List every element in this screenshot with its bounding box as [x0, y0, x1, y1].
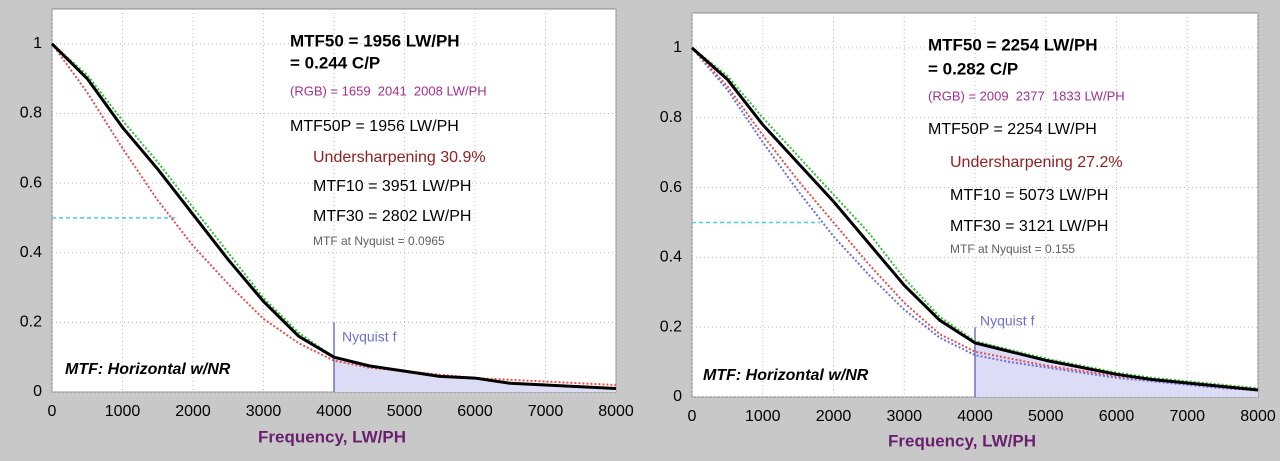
y-tick-label: 0.6: [20, 174, 42, 191]
y-tick-label: 0.8: [660, 109, 682, 126]
annotation: MTF10 = 3951 LW/PH: [313, 178, 471, 195]
x-tick-label: 0: [688, 408, 697, 425]
x-tick-label: 7000: [1169, 408, 1205, 425]
y-tick-label: 1: [673, 39, 682, 56]
x-tick-label: 8000: [1240, 408, 1276, 425]
annotation: = 0.282 C/P: [928, 59, 1018, 78]
x-tick-label: 4000: [316, 403, 352, 420]
x-tick-label: 3000: [886, 408, 922, 425]
x-tick-label: 0: [48, 403, 57, 420]
annotation: Undersharpening 27.2%: [950, 154, 1123, 171]
annotation: MTF10 = 5073 LW/PH: [950, 187, 1108, 204]
annotation: (RGB) = 1659 2041 2008 LW/PH: [290, 83, 487, 98]
corner-label: MTF: Horizontal w/NR: [703, 367, 869, 384]
x-tick-label: 6000: [457, 403, 493, 420]
annotation: MTF50 = 2254 LW/PH: [928, 35, 1098, 54]
x-tick-label: 1000: [105, 403, 141, 420]
x-tick-label: 1000: [745, 408, 781, 425]
annotation: MTF50P = 2254 LW/PH: [928, 121, 1097, 138]
annotation: Undersharpening 30.9%: [313, 149, 486, 166]
annotation: MTF at Nyquist = 0.155: [950, 242, 1075, 256]
x-axis-label: Frequency, LW/PH: [888, 431, 1036, 450]
nyquist-region: [334, 357, 616, 392]
mtf-curve: [691, 46, 1259, 392]
mtf-curve: [51, 43, 617, 387]
x-tick-label: 8000: [598, 403, 634, 420]
y-tick-label: 0.4: [20, 244, 42, 261]
mtf-curve: [691, 47, 1259, 392]
x-tick-label: 2000: [175, 403, 211, 420]
x-tick-label: 5000: [387, 403, 423, 420]
y-tick-label: 0: [33, 383, 42, 400]
x-tick-label: 6000: [1099, 408, 1135, 425]
y-tick-label: 0.2: [20, 314, 42, 331]
corner-label: MTF: Horizontal w/NR: [65, 361, 231, 378]
y-tick-label: 1: [33, 35, 42, 52]
x-tick-label: 4000: [957, 408, 993, 425]
x-axis-label: Frequency, LW/PH: [258, 427, 406, 446]
y-tick-label: 0.4: [660, 249, 682, 266]
annotation: MTF50 = 1956 LW/PH: [290, 31, 460, 50]
x-tick-label: 7000: [528, 403, 564, 420]
y-tick-label: 0: [673, 388, 682, 405]
mtf-curve: [50, 42, 617, 391]
x-tick-label: 3000: [246, 403, 282, 420]
y-tick-label: 0.2: [660, 318, 682, 335]
nyquist-label: Nyquist f: [980, 313, 1035, 329]
annotation: (RGB) = 2009 2377 1833 LW/PH: [928, 88, 1125, 103]
y-tick-label: 0.8: [20, 105, 42, 122]
annotation: MTF30 = 3121 LW/PH: [950, 218, 1108, 235]
x-tick-label: 2000: [816, 408, 852, 425]
x-tick-label: 5000: [1028, 408, 1064, 425]
annotation: = 0.244 C/P: [290, 53, 380, 72]
annotation: MTF30 = 2802 LW/PH: [313, 208, 471, 225]
annotation: MTF50P = 1956 LW/PH: [290, 118, 459, 135]
nyquist-label: Nyquist f: [342, 329, 397, 345]
annotation: MTF at Nyquist = 0.0965: [313, 234, 445, 248]
y-tick-label: 0.6: [660, 179, 682, 196]
